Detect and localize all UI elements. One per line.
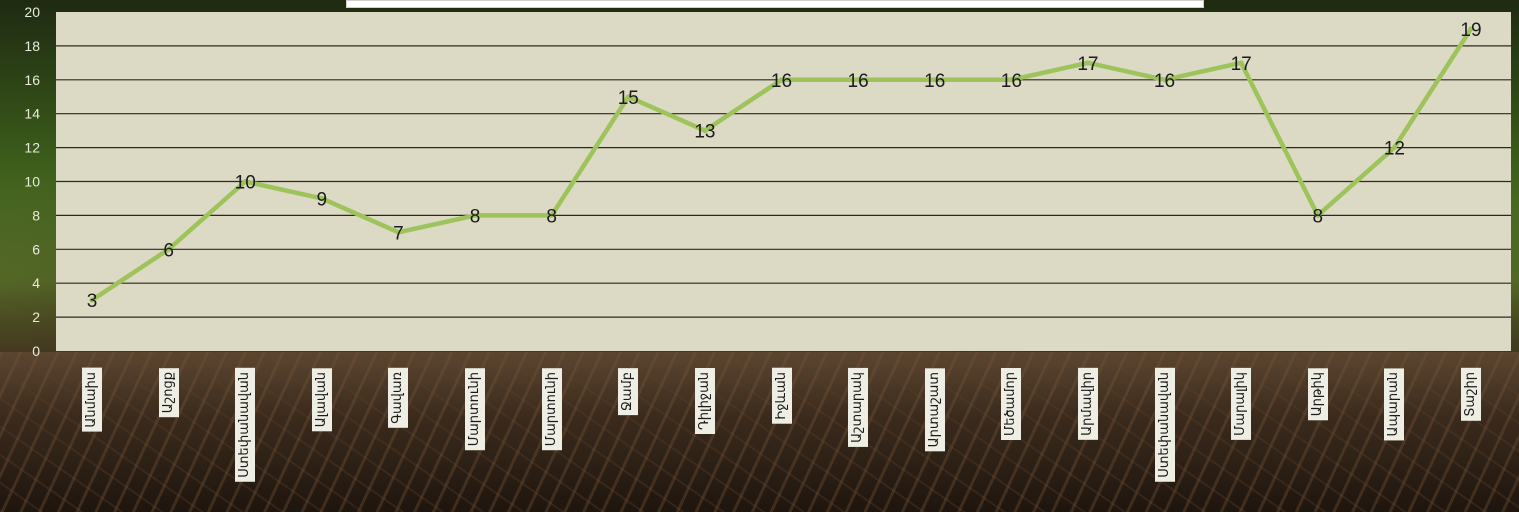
data-label: 16 (771, 71, 792, 92)
data-label: 7 (393, 223, 404, 244)
x-tick-label: Ջամբ (618, 368, 639, 416)
data-point (549, 212, 555, 218)
y-tick-label: 14 (24, 106, 40, 122)
x-tick-label: Արթիկ (1307, 368, 1328, 421)
y-tick-label: 10 (24, 174, 40, 190)
y-tick-label: 2 (32, 309, 40, 325)
y-tick-label: 0 (32, 343, 40, 359)
data-point (395, 229, 401, 235)
x-tick-label: Ալավան (311, 368, 332, 432)
data-point (319, 195, 325, 201)
x-tick-label: Մարտունի (465, 368, 486, 451)
x-tick-label: Ապարան (1384, 368, 1405, 441)
x-tick-label: Անմաիս (82, 368, 102, 432)
data-label: 6 (163, 240, 174, 261)
data-point (1162, 77, 1168, 83)
data-label: 15 (618, 88, 639, 109)
x-tick-label: Ստեփանավան (1154, 368, 1175, 482)
y-tick-label: 20 (24, 4, 40, 20)
data-point (472, 212, 478, 218)
data-label: 13 (694, 122, 715, 143)
data-point (1315, 212, 1321, 218)
x-tick-label: Մեծամոր (1001, 368, 1022, 441)
data-point (932, 77, 938, 83)
data-label: 8 (1312, 206, 1323, 227)
data-label: 10 (235, 173, 256, 194)
data-point (1238, 60, 1244, 66)
x-tick-label: Մարտունի (541, 368, 562, 451)
y-tick-label: 4 (32, 275, 40, 291)
data-point (166, 246, 172, 252)
x-tick-label: Արտաշատ (924, 368, 945, 452)
x-tick-label: Գավառ (388, 368, 409, 428)
data-label: 16 (848, 71, 869, 92)
data-point (1085, 60, 1091, 66)
gridlines (56, 45, 1511, 318)
data-point (1468, 26, 1474, 32)
data-label: 16 (1001, 71, 1022, 92)
data-point (855, 77, 861, 83)
data-label: 8 (546, 206, 557, 227)
data-point (702, 128, 708, 134)
data-label: 17 (1231, 54, 1252, 75)
data-labels: 3 6 10 9 7 8 8 15 13 16 16 16 16 17 16 17 8 12 19 (87, 20, 1482, 312)
data-label: 17 (1077, 54, 1098, 75)
data-point (89, 297, 95, 303)
data-point (779, 77, 784, 83)
data-label: 12 (1384, 139, 1405, 160)
x-tick-label: Մարալիկ (1231, 368, 1252, 440)
data-point (1391, 145, 1397, 151)
x-tick-label: Աշտարակ (848, 368, 869, 447)
data-label: 16 (924, 71, 945, 92)
x-tick-label: Աշոցք (158, 368, 179, 418)
y-tick-label: 12 (24, 140, 40, 156)
x-tick-label: Ստեփանավան (235, 368, 256, 482)
x-tick-label: Տաշիր (1461, 368, 1481, 421)
data-label: 19 (1460, 20, 1481, 41)
data-point (242, 179, 248, 184)
data-label: 16 (1154, 71, 1175, 92)
x-tick-label: Իջևան (771, 368, 792, 424)
data-label: 3 (87, 291, 98, 312)
data-label: 8 (470, 206, 481, 227)
x-tick-label: Արմավիր (1077, 368, 1098, 440)
data-point (625, 94, 631, 100)
y-tick-label: 8 (32, 207, 40, 223)
data-label: 9 (317, 189, 328, 210)
x-tick-label: Դիլիջան (694, 368, 715, 434)
title-box (346, 0, 1204, 8)
y-tick-label: 18 (24, 38, 40, 54)
data-point (1008, 77, 1014, 83)
y-tick-label: 16 (24, 72, 40, 88)
y-tick-label: 6 (32, 241, 40, 257)
y-axis: 0 2 4 6 8 10 12 14 16 18 20 (24, 4, 40, 359)
